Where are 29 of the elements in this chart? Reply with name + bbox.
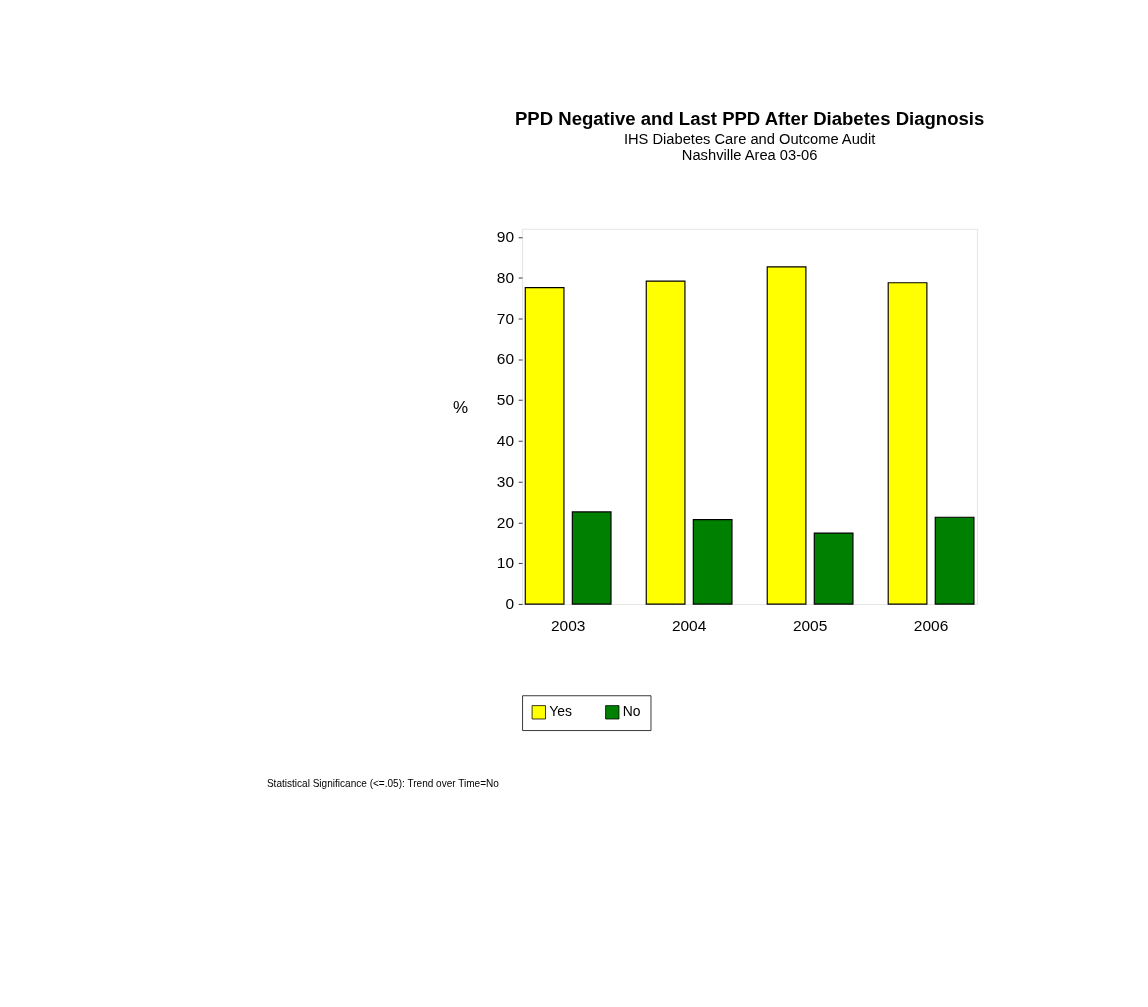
y-tick-label: 20: [496, 513, 515, 531]
x-tick-label: 2005: [792, 616, 828, 634]
y-tick-label: 80: [496, 268, 515, 286]
y-tick-label: 10: [496, 554, 515, 572]
bar: [813, 532, 854, 605]
text: IHS Diabetes Care and Outcome Audit: [623, 130, 876, 147]
text: Nashville Area 03-06: [681, 147, 818, 164]
bar: [887, 282, 928, 605]
bar: [571, 511, 612, 605]
y-tick-label: 90: [496, 228, 515, 246]
x-tick-label: 2003: [550, 616, 586, 634]
bar: [524, 287, 565, 605]
legend-label: No: [622, 703, 641, 720]
bar: [934, 516, 975, 605]
y-tick-label: 0: [505, 595, 515, 613]
x-tick-label: 2006: [913, 616, 949, 634]
x-tick-label: 2004: [671, 616, 707, 634]
y-tick-label: 70: [496, 309, 515, 327]
y-tick-label: 30: [496, 472, 515, 490]
legend-label: Yes: [549, 703, 572, 720]
y-tick-label: 50: [496, 391, 515, 409]
y-tick-label: 60: [496, 350, 515, 368]
bar: [692, 519, 733, 605]
y-axis-title: %: [453, 398, 469, 417]
text: Statistical Significance (<=.05): Trend over Time=No: [266, 778, 500, 790]
bar: [645, 280, 686, 605]
chart-title: PPD Negative and Last PPD After Diabetes Diagnosis: [514, 108, 985, 130]
y-tick-label: 40: [496, 431, 515, 449]
bar: [766, 266, 807, 605]
